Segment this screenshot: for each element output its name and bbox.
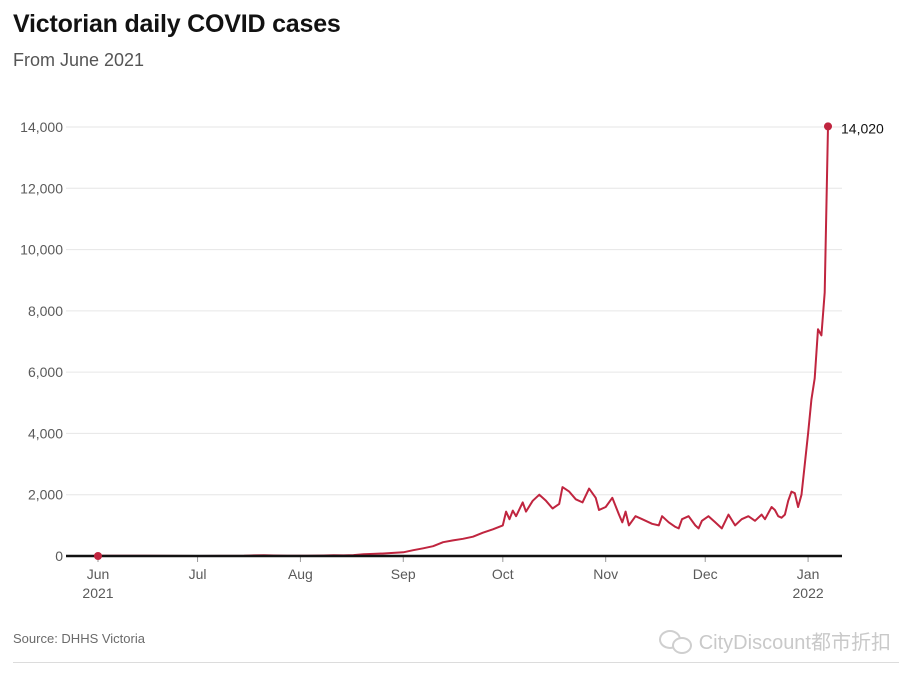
- x-tick-sublabel: 2021: [82, 585, 113, 601]
- x-tick-label: Sep: [391, 566, 416, 582]
- y-tick-label: 2,000: [28, 487, 63, 503]
- x-tick-sublabel: 2022: [793, 585, 824, 601]
- y-tick-label: 0: [55, 548, 63, 564]
- x-tick-label: Jun: [87, 566, 110, 582]
- line-chart: 02,0004,0006,0008,00010,00012,00014,000 …: [20, 119, 884, 601]
- x-tick-label: Jul: [189, 566, 207, 582]
- y-tick-label: 4,000: [28, 425, 63, 441]
- data-point-marker: [824, 122, 832, 131]
- watermark: CityDiscount都市折扣: [658, 626, 891, 655]
- y-tick-label: 6,000: [28, 364, 63, 380]
- y-axis-ticks: 0 2,000 4,000 6,000 8,000 10,000 12,000 14,000: [20, 119, 63, 564]
- x-tick-label: Dec: [693, 566, 718, 582]
- y-tick-label: 14,000: [20, 119, 63, 135]
- x-tick-label: Nov: [593, 566, 618, 582]
- y-tick-label: 8,000: [28, 303, 63, 319]
- footer-divider: [13, 662, 899, 663]
- annotations: 14,020: [94, 120, 884, 560]
- chart-subtitle: From June 2021: [13, 50, 145, 70]
- wechat-icon: [658, 628, 693, 654]
- x-tick-label: Aug: [288, 566, 313, 582]
- series-layer: [66, 126, 842, 558]
- source-note: Source: DHHS Victoria: [13, 631, 145, 646]
- gridlines: [66, 126, 842, 496]
- y-tick-label: 10,000: [20, 242, 63, 258]
- x-tick-label: Jan: [797, 566, 820, 582]
- series-line-0: [98, 126, 829, 557]
- x-tick-label: Oct: [492, 566, 514, 582]
- chart-title: Victorian daily COVID cases: [13, 10, 341, 38]
- y-tick-label: 12,000: [20, 180, 63, 196]
- x-axis-ticks: Jun 2021 Jul Aug Sep Oct Nov Dec Jan 2022: [82, 556, 824, 601]
- watermark-text: CityDiscount都市折扣: [698, 632, 891, 654]
- data-label: 14,020: [841, 120, 884, 136]
- data-point-marker: [94, 552, 102, 560]
